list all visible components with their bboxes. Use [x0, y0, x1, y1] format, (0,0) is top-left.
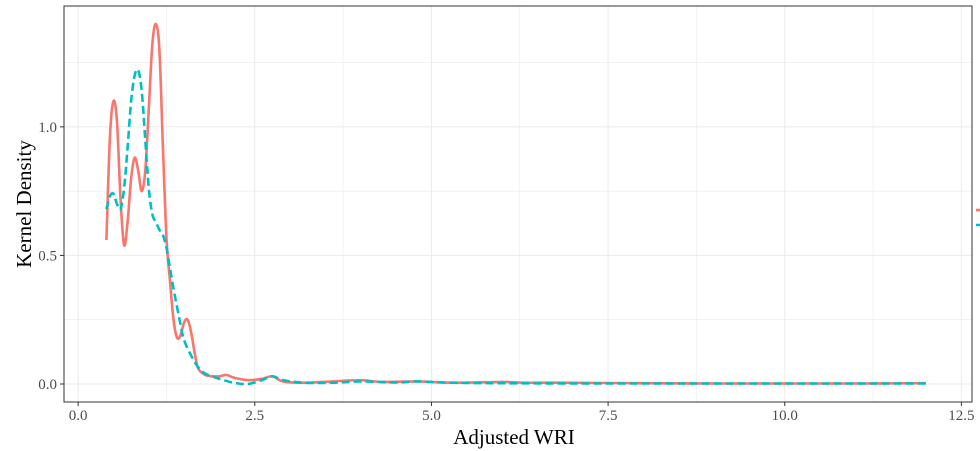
plot-border — [63, 5, 973, 403]
y-tick-label: 1.0 — [38, 120, 57, 136]
series-lines — [105, 22, 927, 386]
grid — [64, 6, 972, 402]
x-tick-label: 10.0 — [772, 408, 798, 424]
x-axis-title: Adjusted WRI — [453, 425, 575, 449]
x-tick-label: 2.5 — [245, 408, 264, 424]
y-axis: 0.0 0.5 1.0 — [38, 120, 64, 393]
series-line-2 — [105, 67, 927, 386]
x-axis: 0.0 2.5 5.0 7.5 10.0 12.5 — [69, 402, 975, 424]
y-tick-label: 0.5 — [38, 248, 57, 264]
y-tick-label: 0.0 — [38, 377, 57, 393]
x-tick-label: 0.0 — [69, 408, 88, 424]
x-tick-label: 5.0 — [422, 408, 441, 424]
legend — [976, 208, 980, 227]
y-axis-title: Kernel Density — [12, 140, 36, 268]
x-tick-label: 7.5 — [599, 408, 618, 424]
x-tick-label: 12.5 — [948, 408, 974, 424]
